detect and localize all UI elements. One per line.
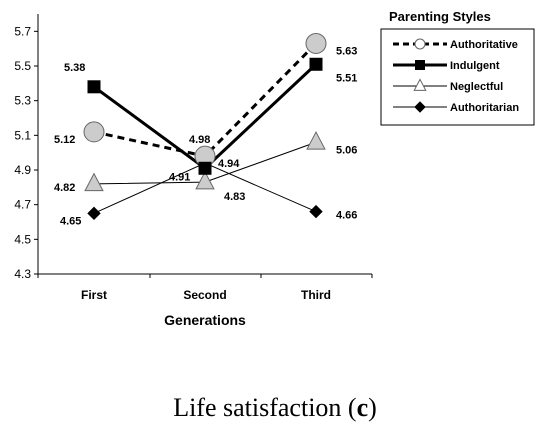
y-tick-label: 4.3: [14, 267, 31, 281]
y-tick-label: 5.3: [14, 94, 31, 108]
x-category-label: Second: [183, 288, 226, 302]
data-label-authoritarian: 4.65: [60, 215, 81, 227]
y-tick-label: 5.5: [14, 59, 31, 73]
data-labels: 5.12 4.98 5.63 5.38 4.91 5.51 4.82 4.83 5.06 4.65…: [54, 45, 357, 227]
caption-prefix: Life satisfaction (: [173, 393, 357, 422]
x-category-label: First: [81, 288, 107, 302]
data-label-authoritarian: 4.94: [218, 158, 240, 170]
y-tick-label: 4.7: [14, 198, 31, 212]
legend-marker-neglectful: [413, 78, 427, 91]
data-label-authoritative: 4.98: [189, 134, 210, 146]
legend-label-neglectful: Neglectful: [450, 81, 503, 93]
caption-letter: c: [356, 393, 369, 422]
legend-label-authoritarian: Authoritarian: [450, 102, 519, 114]
data-label-neglectful: 4.83: [224, 191, 245, 203]
series-markers: [83, 32, 327, 221]
data-label-indulgent: 5.38: [64, 62, 85, 74]
legend-marker-indulgent: [415, 60, 425, 70]
legend-marker-authoritative: [414, 38, 426, 50]
y-tick-label: 4.9: [14, 163, 31, 177]
caption-suffix: ): [368, 393, 377, 422]
marker-neglectful: [195, 170, 215, 190]
x-axis-title: Generations: [164, 312, 246, 328]
data-label-indulgent: 4.91: [169, 171, 190, 183]
marker-authoritative: [83, 121, 105, 143]
y-tick-label: 5.7: [14, 24, 31, 38]
marker-authoritarian: [87, 206, 101, 221]
data-label-authoritarian: 4.66: [336, 210, 357, 222]
data-label-authoritative: 5.12: [54, 134, 75, 146]
marker-authoritarian: [309, 204, 323, 219]
x-category-label: Third: [301, 288, 331, 302]
legend-label-indulgent: Indulgent: [450, 60, 500, 72]
marker-neglectful: [306, 130, 326, 150]
legend: Parenting Styles Authoritative Indulgent Ne…: [380, 9, 535, 126]
marker-neglectful: [84, 172, 104, 192]
marker-indulgent: [309, 57, 323, 71]
marker-indulgent: [198, 161, 212, 175]
data-label-neglectful: 4.82: [54, 182, 75, 194]
legend-marker-authoritarian: [414, 101, 426, 113]
data-label-indulgent: 5.51: [336, 72, 357, 84]
chart-axes: 4.3 4.5 4.7 4.9 5.1 5.3 5.5 5.7 First Second Third…: [14, 14, 373, 328]
line-chart: 4.3 4.5 4.7 4.9 5.1 5.3 5.5 5.7 First Second Third…: [14, 9, 535, 328]
y-tick-label: 5.1: [14, 128, 31, 142]
legend-title: Parenting Styles: [389, 9, 491, 24]
legend-label-authoritative: Authoritative: [450, 39, 518, 51]
y-tick-label: 4.5: [14, 232, 31, 246]
data-label-authoritative: 5.63: [336, 45, 357, 57]
marker-indulgent: [87, 80, 101, 94]
marker-authoritative: [305, 32, 327, 54]
figure-caption: Life satisfaction (c): [0, 393, 550, 423]
data-label-neglectful: 5.06: [336, 144, 357, 156]
